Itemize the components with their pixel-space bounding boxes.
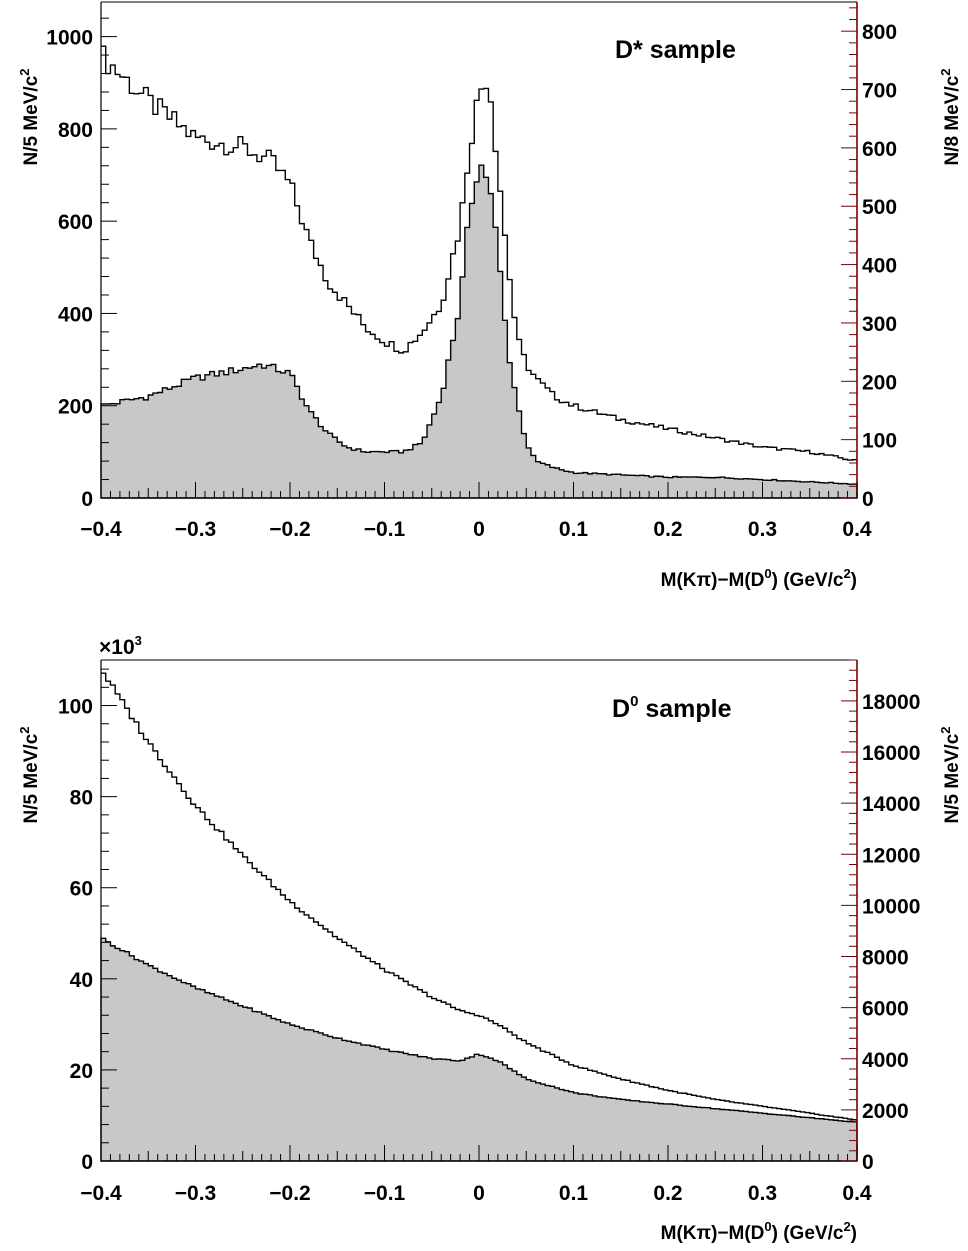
x-tick-label: −0.3 [175, 518, 216, 541]
x-tick-label: −0.4 [80, 1182, 122, 1205]
filled-histogram [100, 937, 858, 1162]
right-tick-label: 10000 [862, 895, 920, 918]
right-tick-label: 2000 [862, 1100, 909, 1123]
right-tick-label: 100 [862, 430, 897, 453]
right-tick-label: 600 [862, 138, 897, 161]
x-tick-label: 0.3 [748, 1182, 777, 1205]
x-tick-label: −0.4 [80, 518, 122, 541]
x-tick-label: 0.1 [559, 1182, 589, 1205]
sample-label: D0 sample [612, 693, 732, 723]
x-axis-title: M(Kπ)−M(D0) (GeV/c2) [661, 1219, 857, 1244]
left-tick-label: 800 [58, 119, 93, 142]
right-tick-label: 800 [862, 21, 897, 44]
left-tick-label: 0 [81, 1151, 93, 1174]
x-tick-label: −0.1 [364, 1182, 406, 1205]
chart-panel-2: −0.4 −0.3 −0.2 −0.1 0 0.1 0.2 0.3 0.4 0 20 40 60 80 10… [17, 633, 963, 1244]
right-tick-label: 12000 [862, 844, 920, 867]
left-tick-label: 20 [70, 1060, 93, 1083]
left-axis-title: N/5 MeV/c2 [17, 69, 42, 166]
right-tick-label: 14000 [862, 793, 920, 816]
x-tick-label: 0.3 [748, 518, 777, 541]
right-tick-label: 18000 [862, 691, 920, 714]
right-tick-label: 300 [862, 313, 897, 336]
left-tick-label: 40 [70, 969, 93, 992]
x-tick-label: 0 [473, 1182, 485, 1205]
sample-label: D* sample [615, 36, 736, 64]
right-tick-label: 400 [862, 255, 897, 278]
left-tick-label: 0 [81, 488, 93, 511]
right-tick-label: 16000 [862, 742, 920, 765]
chart-panel-1: −0.4 −0.3 −0.2 −0.1 0 0.1 0.2 0.3 0.4 0 200 400 600 8… [17, 1, 963, 591]
left-tick-label: 80 [70, 787, 93, 810]
right-axis-title: N/8 MeV/c2 [938, 69, 963, 166]
left-axis-title: N/5 MeV/c2 [17, 727, 42, 824]
outline-histogram [101, 45, 857, 461]
x-tick-label: 0.4 [842, 1182, 872, 1205]
right-tick-label: 8000 [862, 947, 909, 970]
left-tick-label: 200 [58, 396, 93, 419]
axis-multiplier: ×103 [99, 633, 142, 659]
left-tick-label: 400 [58, 303, 93, 326]
filled-histogram [100, 164, 858, 499]
right-tick-label: 500 [862, 196, 897, 219]
x-tick-label: −0.1 [364, 518, 406, 541]
x-tick-label: −0.3 [175, 1182, 216, 1205]
x-tick-label: −0.2 [269, 1182, 310, 1205]
x-tick-label: 0 [473, 518, 485, 541]
left-tick-label: 600 [58, 211, 93, 234]
right-tick-label: 0 [862, 1151, 874, 1174]
right-tick-label: 4000 [862, 1049, 909, 1072]
right-tick-label: 200 [862, 371, 897, 394]
right-tick-label: 0 [862, 488, 874, 511]
right-tick-label: 700 [862, 80, 897, 103]
x-tick-label: −0.2 [269, 518, 310, 541]
left-tick-label: 100 [58, 696, 93, 719]
x-tick-label: 0.1 [559, 518, 589, 541]
right-axis-title: N/5 MeV/c2 [938, 727, 963, 824]
left-tick-label: 60 [70, 878, 93, 901]
x-tick-label: 0.2 [653, 1182, 682, 1205]
x-tick-label: 0.4 [842, 518, 872, 541]
left-tick-label: 1000 [46, 27, 93, 50]
outline-histogram [101, 672, 857, 1121]
x-tick-label: 0.2 [653, 518, 682, 541]
right-tick-label: 6000 [862, 998, 909, 1021]
x-axis-title: M(Kπ)−M(D0) (GeV/c2) [661, 566, 857, 591]
